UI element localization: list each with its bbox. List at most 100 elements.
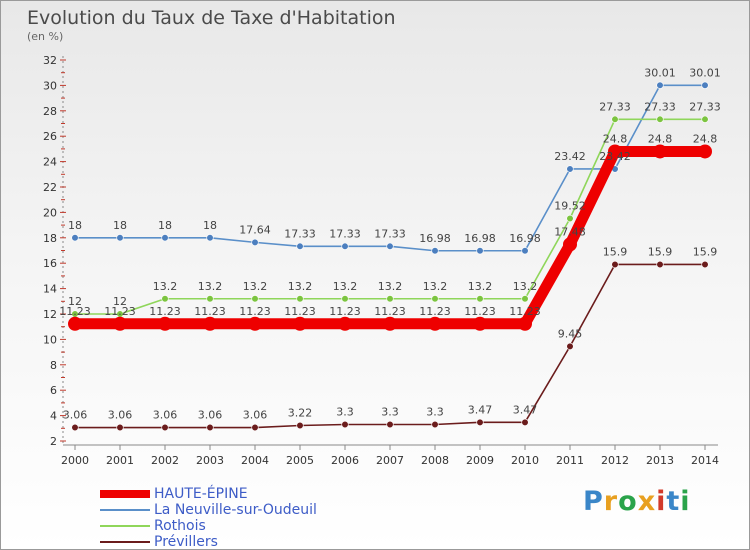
y-tick-label: 12 bbox=[43, 308, 57, 321]
legend-item-rothois[interactable]: Rothois bbox=[100, 518, 317, 534]
x-tick-label: 2011 bbox=[556, 454, 584, 467]
data-point-la-neuville-sur-oudeuil[interactable] bbox=[386, 242, 394, 250]
data-label-pr-villers: 15.9 bbox=[693, 245, 718, 258]
data-point-pr-villers[interactable] bbox=[296, 421, 304, 430]
data-point-pr-villers[interactable] bbox=[341, 420, 349, 429]
data-point-haute-pine[interactable] bbox=[158, 316, 172, 331]
data-point-la-neuville-sur-oudeuil[interactable] bbox=[341, 242, 349, 250]
chart-legend: HAUTE-ÉPINE La Neuville-sur-Oudeuil Roth… bbox=[100, 486, 317, 550]
data-label-pr-villers: 3.22 bbox=[288, 407, 313, 420]
data-point-rothois[interactable] bbox=[521, 295, 529, 303]
data-label-pr-villers: 3.47 bbox=[513, 403, 538, 416]
data-point-la-neuville-sur-oudeuil[interactable] bbox=[206, 234, 214, 242]
data-label-rothois: 12 bbox=[113, 295, 127, 308]
data-point-haute-pine[interactable] bbox=[608, 144, 622, 159]
data-point-rothois[interactable] bbox=[611, 115, 619, 123]
data-label-rothois: 27.33 bbox=[599, 100, 631, 113]
data-label-la-neuville-sur-oudeuil: 18 bbox=[158, 219, 172, 232]
data-point-pr-villers[interactable] bbox=[566, 342, 574, 350]
data-label-pr-villers: 3.06 bbox=[198, 409, 223, 422]
data-point-haute-pine[interactable] bbox=[518, 316, 532, 331]
data-point-la-neuville-sur-oudeuil[interactable] bbox=[656, 81, 664, 89]
data-point-la-neuville-sur-oudeuil[interactable] bbox=[116, 234, 124, 242]
data-point-pr-villers[interactable] bbox=[476, 418, 484, 426]
data-point-la-neuville-sur-oudeuil[interactable] bbox=[521, 247, 529, 255]
data-label-la-neuville-sur-oudeuil: 17.33 bbox=[329, 227, 361, 240]
data-point-haute-pine[interactable] bbox=[68, 316, 82, 331]
data-point-rothois[interactable] bbox=[701, 115, 709, 123]
data-point-pr-villers[interactable] bbox=[116, 423, 124, 432]
data-point-pr-villers[interactable] bbox=[161, 423, 169, 432]
data-point-haute-pine[interactable] bbox=[293, 316, 307, 331]
data-point-haute-pine[interactable] bbox=[473, 316, 487, 331]
chart-title: Evolution du Taux de Taxe d'Habitation bbox=[27, 7, 396, 29]
data-point-rothois[interactable] bbox=[431, 295, 439, 303]
data-label-haute-pine: 17.48 bbox=[554, 225, 586, 238]
data-point-haute-pine[interactable] bbox=[563, 237, 577, 252]
legend-label-rothois: Rothois bbox=[154, 518, 206, 534]
data-label-rothois: 13.2 bbox=[378, 280, 403, 293]
data-point-haute-pine[interactable] bbox=[203, 316, 217, 331]
data-point-haute-pine[interactable] bbox=[653, 144, 667, 159]
data-point-la-neuville-sur-oudeuil[interactable] bbox=[296, 242, 304, 250]
data-point-pr-villers[interactable] bbox=[251, 423, 259, 432]
data-label-rothois: 27.33 bbox=[689, 100, 721, 113]
data-point-la-neuville-sur-oudeuil[interactable] bbox=[161, 234, 169, 242]
data-label-pr-villers: 3.3 bbox=[336, 405, 354, 418]
x-tick-label: 2006 bbox=[331, 454, 359, 467]
data-point-pr-villers[interactable] bbox=[656, 260, 664, 269]
legend-swatch-haute-epine bbox=[100, 490, 150, 498]
data-point-rothois[interactable] bbox=[566, 214, 574, 223]
legend-label-haute-epine: HAUTE-ÉPINE bbox=[154, 486, 248, 502]
data-point-haute-pine[interactable] bbox=[698, 144, 712, 159]
data-point-haute-pine[interactable] bbox=[338, 316, 352, 331]
data-label-la-neuville-sur-oudeuil: 17.33 bbox=[284, 227, 316, 240]
data-point-la-neuville-sur-oudeuil[interactable] bbox=[566, 165, 574, 173]
data-point-rothois[interactable] bbox=[656, 115, 664, 123]
legend-item-haute-epine[interactable]: HAUTE-ÉPINE bbox=[100, 486, 317, 502]
data-point-rothois[interactable] bbox=[161, 295, 169, 303]
data-label-haute-pine: 11.23 bbox=[329, 305, 361, 318]
data-point-rothois[interactable] bbox=[206, 295, 214, 303]
data-point-pr-villers[interactable] bbox=[611, 260, 619, 269]
data-point-pr-villers[interactable] bbox=[431, 420, 439, 429]
data-point-la-neuville-sur-oudeuil[interactable] bbox=[701, 81, 709, 89]
data-point-la-neuville-sur-oudeuil[interactable] bbox=[71, 234, 79, 242]
y-tick-label: 14 bbox=[43, 283, 57, 296]
x-tick-label: 2007 bbox=[376, 454, 404, 467]
data-label-la-neuville-sur-oudeuil: 17.33 bbox=[374, 227, 406, 240]
data-point-haute-pine[interactable] bbox=[248, 316, 262, 331]
data-point-pr-villers[interactable] bbox=[71, 423, 79, 432]
data-point-rothois[interactable] bbox=[476, 295, 484, 303]
data-point-haute-pine[interactable] bbox=[113, 316, 127, 331]
y-tick-label: 18 bbox=[43, 232, 57, 245]
data-label-haute-pine: 11.23 bbox=[509, 305, 541, 318]
data-point-la-neuville-sur-oudeuil[interactable] bbox=[476, 247, 484, 255]
data-point-pr-villers[interactable] bbox=[701, 260, 709, 269]
data-point-rothois[interactable] bbox=[251, 295, 259, 303]
legend-item-previllers[interactable]: Prévillers bbox=[100, 534, 317, 550]
data-label-pr-villers: 9.45 bbox=[558, 327, 583, 340]
x-tick-label: 2010 bbox=[511, 454, 539, 467]
data-point-la-neuville-sur-oudeuil[interactable] bbox=[431, 247, 439, 255]
data-label-la-neuville-sur-oudeuil: 23.42 bbox=[554, 150, 586, 163]
data-point-rothois[interactable] bbox=[296, 295, 304, 303]
data-label-rothois: 13.2 bbox=[468, 280, 493, 293]
data-point-haute-pine[interactable] bbox=[428, 316, 442, 331]
legend-label-previllers: Prévillers bbox=[154, 534, 218, 550]
data-point-haute-pine[interactable] bbox=[383, 316, 397, 331]
data-point-rothois[interactable] bbox=[386, 295, 394, 303]
data-point-pr-villers[interactable] bbox=[206, 423, 214, 432]
data-point-rothois[interactable] bbox=[341, 295, 349, 303]
x-tick-label: 2001 bbox=[106, 454, 134, 467]
y-tick-label: 24 bbox=[43, 156, 57, 169]
data-label-la-neuville-sur-oudeuil: 16.98 bbox=[419, 232, 451, 245]
data-label-rothois: 13.2 bbox=[423, 280, 448, 293]
legend-item-la-neuville[interactable]: La Neuville-sur-Oudeuil bbox=[100, 502, 317, 518]
data-label-pr-villers: 15.9 bbox=[648, 245, 673, 258]
data-point-pr-villers[interactable] bbox=[386, 420, 394, 429]
data-point-pr-villers[interactable] bbox=[521, 418, 529, 426]
x-tick-label: 2008 bbox=[421, 454, 449, 467]
data-point-la-neuville-sur-oudeuil[interactable] bbox=[251, 238, 259, 246]
